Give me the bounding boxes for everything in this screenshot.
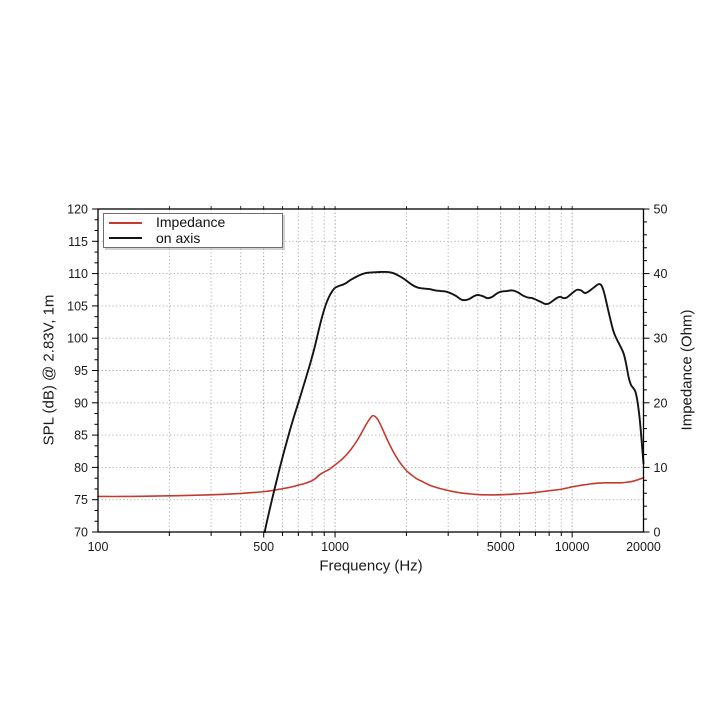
y-right-tick-label: 10 <box>654 461 668 475</box>
y-right-tick-label: 0 <box>654 526 661 540</box>
impedance-line-swatch <box>109 221 142 224</box>
y-left-tick-label: 85 <box>74 429 88 443</box>
x-tick-label: 100 <box>88 540 109 554</box>
legend-row-impedance: Impedance <box>104 215 282 230</box>
y-left-tick-label: 110 <box>68 267 88 281</box>
legend-row-on-axis: on axis <box>104 229 282 246</box>
y-left-tick-label: 105 <box>67 299 88 313</box>
x-tick-label: 500 <box>253 540 274 554</box>
x-tick-label: 10000 <box>555 540 590 554</box>
y-left-tick-label: 100 <box>67 332 88 346</box>
x-axis-title: Frequency (Hz) <box>319 557 423 575</box>
y-left-tick-label: 70 <box>74 526 88 540</box>
y-left-tick-label: 90 <box>74 396 88 410</box>
on-axis-curve <box>263 270 645 533</box>
y-left-tick-label: 80 <box>74 461 88 475</box>
y-right-tick-label: 30 <box>654 332 668 346</box>
on-axis-line-swatch <box>109 237 142 240</box>
y-right-tick-label: 20 <box>654 396 668 410</box>
x-tick-label: 1000 <box>321 540 349 554</box>
legend: Impedance on axis <box>103 213 283 248</box>
y-left-tick-label: 115 <box>68 235 88 249</box>
y-axis-title-right: Impedance (Ohm) <box>678 309 696 431</box>
legend-label-on-axis: on axis <box>156 229 201 246</box>
x-tick-label: 5000 <box>487 540 515 554</box>
y-left-tick-label: 95 <box>74 364 88 378</box>
y-right-tick-label: 50 <box>654 203 668 217</box>
impedance-curve <box>97 414 645 498</box>
x-tick-label: 20000 <box>626 540 661 554</box>
y-left-tick-label: 75 <box>74 493 88 507</box>
legend-label-impedance: Impedance <box>156 214 226 231</box>
y-left-tick-label: 120 <box>67 203 88 217</box>
y-right-tick-label: 40 <box>654 267 668 281</box>
y-axis-title-left: SPL (dB) @ 2.83V, 1m <box>40 294 58 446</box>
